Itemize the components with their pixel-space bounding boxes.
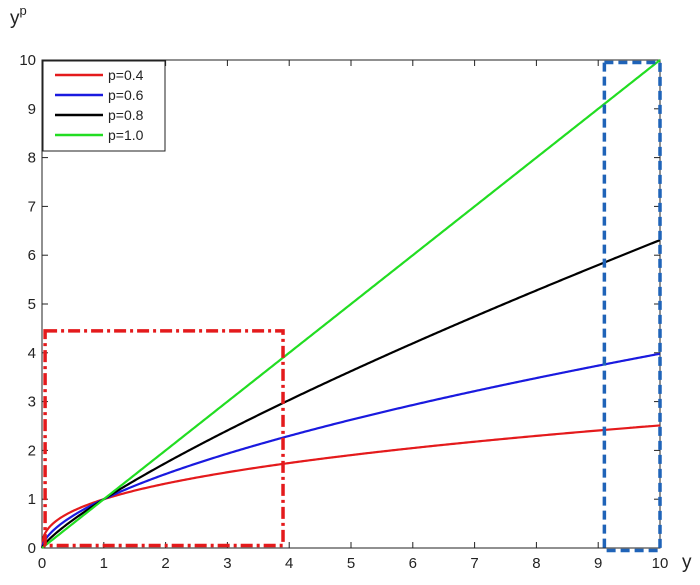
y-axis-label: yp <box>10 3 27 29</box>
series-line-p=1.0 <box>41 59 661 549</box>
y-tick-label: 4 <box>28 345 36 362</box>
x-tick-label: 1 <box>100 555 108 572</box>
legend: p=0.4 p=0.6 p=0.8 p=1.0 <box>42 60 166 152</box>
series-line-p=0.4 <box>40 424 661 549</box>
y-tick-label: 3 <box>28 394 36 411</box>
x-axis-label: y <box>682 552 692 573</box>
x-tick-label: 2 <box>161 555 169 572</box>
x-tick-label: 10 <box>652 555 669 572</box>
blue-dashed-highlight-box <box>602 60 662 553</box>
x-tick-label: 7 <box>470 555 478 572</box>
legend-label: p=0.6 <box>108 87 144 103</box>
x-tick-label: 8 <box>532 555 540 572</box>
y-tick-label: 10 <box>19 52 36 69</box>
series-line-p=0.8 <box>41 239 661 549</box>
red-dashdot-highlight-box <box>43 329 285 548</box>
x-tick-label: 3 <box>223 555 231 572</box>
series-line-p=0.6 <box>40 352 661 549</box>
y-tick-label: 9 <box>28 101 36 118</box>
x-tick-label: 0 <box>38 555 46 572</box>
x-tick-label: 6 <box>409 555 417 572</box>
x-tick-label: 4 <box>285 555 293 572</box>
y-tick-label: 6 <box>28 247 36 264</box>
x-tick-label: 5 <box>347 555 355 572</box>
y-tick-label: 8 <box>28 150 36 167</box>
x-tick-label: 9 <box>594 555 602 572</box>
y-axis-label-superscript: p <box>20 3 27 18</box>
legend-label: p=1.0 <box>108 127 144 143</box>
y-tick-label: 5 <box>28 296 36 313</box>
y-tick-label: 2 <box>28 442 36 459</box>
y-tick-label: 7 <box>28 198 36 215</box>
y-axis-label-base: y <box>10 8 20 29</box>
legend-label: p=0.8 <box>108 107 144 123</box>
plot-area: 0 1 2 3 4 5 6 7 8 9 10012345678910p=0.4p=0.6p=0.8p… <box>19 52 668 572</box>
legend-label: p=0.4 <box>108 67 144 83</box>
y-tick-label: 1 <box>28 491 36 508</box>
y-tick-label: 0 <box>28 540 36 557</box>
